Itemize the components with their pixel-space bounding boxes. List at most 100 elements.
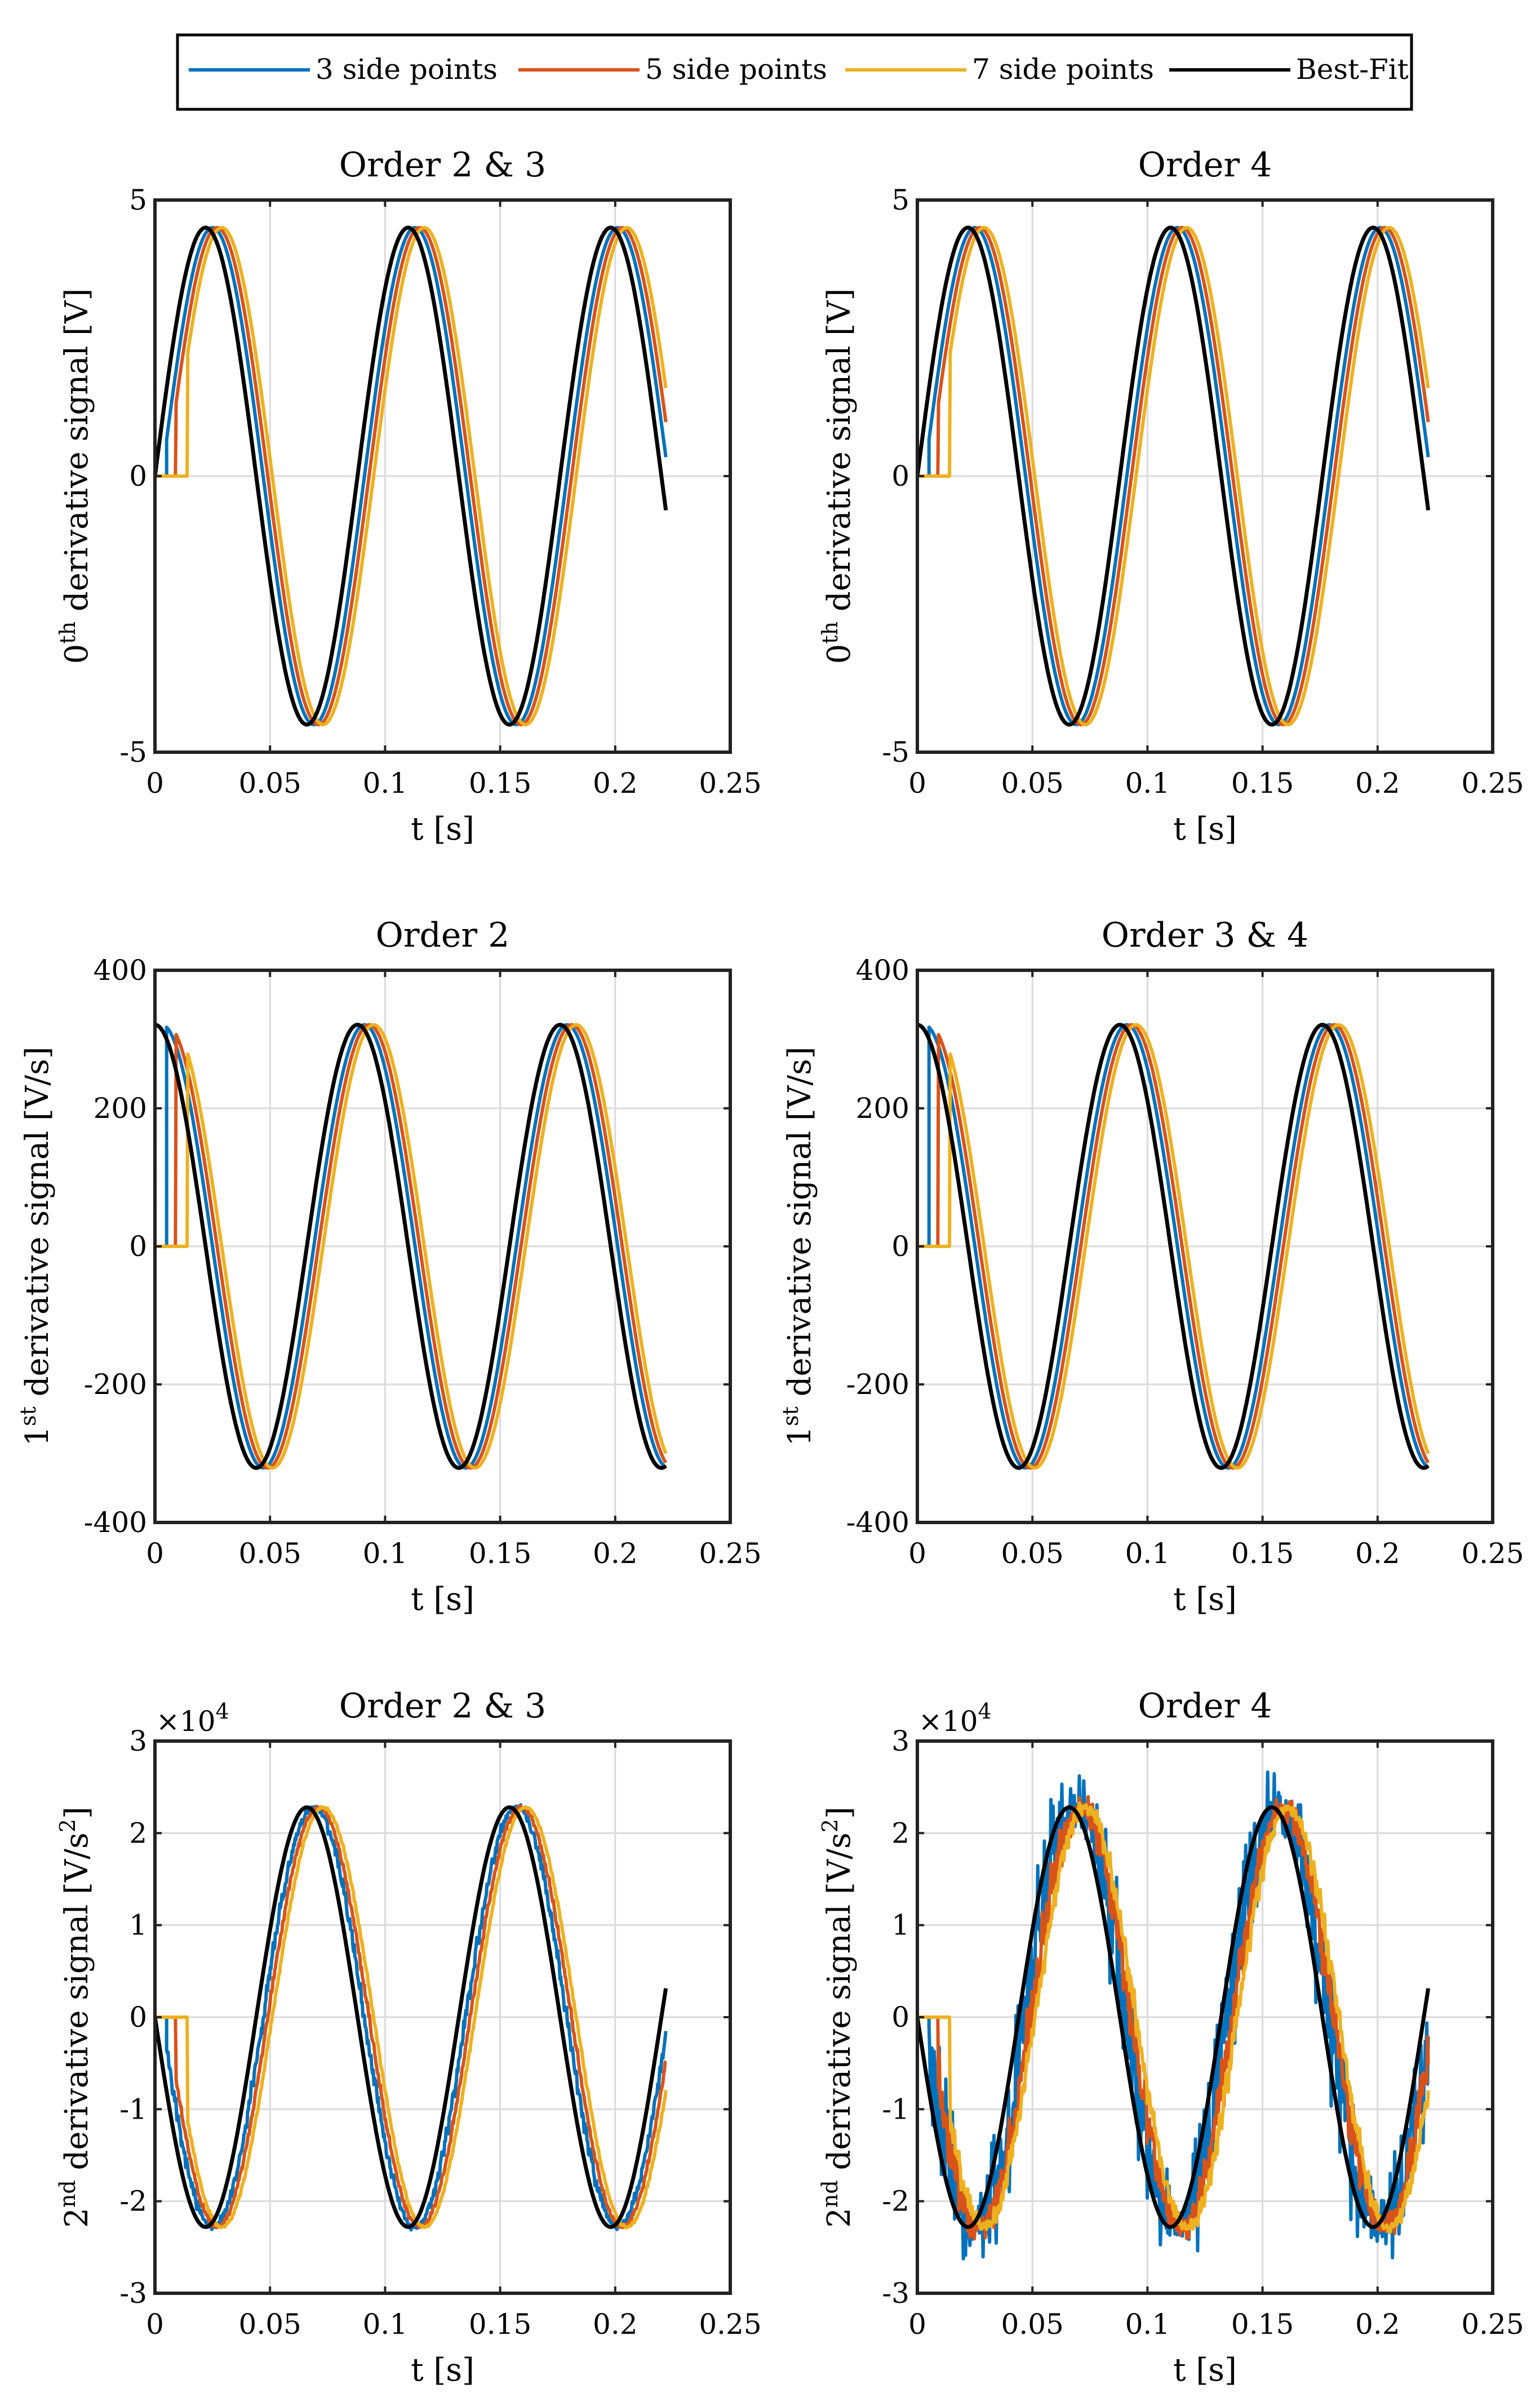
x-tick-label: 0 xyxy=(146,2308,164,2341)
x-tick-label: 0.25 xyxy=(1461,1537,1524,1570)
y-axis-label: 1st derivative signal [V/s] xyxy=(778,1046,818,1446)
series-group xyxy=(917,225,1431,727)
series-line-5-side-points xyxy=(155,1023,668,1470)
series-line-best-fit xyxy=(155,225,668,727)
series-line-7-side-points xyxy=(917,226,1430,726)
legend: 3 side points 5 side points 7 side points B… xyxy=(176,33,1413,111)
y-tick-label: 200 xyxy=(94,1092,147,1125)
y-tick-label: 5 xyxy=(129,184,147,216)
x-tick-label: 0.05 xyxy=(1001,767,1064,800)
x-tick-label: 0.2 xyxy=(1355,767,1400,800)
legend-label: Best-Fit xyxy=(1296,53,1409,86)
y-axis-label: 1st derivative signal [V/s] xyxy=(16,1046,56,1446)
series-line-best-fit xyxy=(917,225,1431,727)
legend-label: 5 side points xyxy=(645,53,827,86)
series-line-5-side-points xyxy=(917,1023,1430,1470)
x-axis-label: t [s] xyxy=(411,2352,474,2388)
y-tick-label: 0 xyxy=(129,460,147,492)
chart-panel: 0 0.05 0.1 0.15 0.2 0.25 -400 -200 0 200 400 Order … xyxy=(778,916,1524,1618)
series-line-5-side-points xyxy=(155,226,668,726)
y-tick-label: -1 xyxy=(882,2093,909,2125)
x-tick-label: 0.05 xyxy=(239,1537,301,1570)
x-tick-label: 0.25 xyxy=(699,2308,761,2341)
y-tick-label: -2 xyxy=(119,2185,147,2218)
x-tick-label: 0 xyxy=(908,1537,926,1570)
x-tick-label: 0.1 xyxy=(363,2308,408,2341)
y-tick-label: 0 xyxy=(129,2001,147,2034)
x-tick-label: 0.15 xyxy=(469,2308,531,2341)
y-tick-label: -3 xyxy=(882,2277,909,2310)
x-tick-label: 0.1 xyxy=(1125,1537,1170,1570)
x-tick-label: 0.25 xyxy=(699,1537,761,1570)
chart-title: Order 2 xyxy=(376,916,510,955)
series-line-7-side-points xyxy=(917,1801,1430,2234)
x-axis-label: t [s] xyxy=(1173,2352,1237,2388)
x-tick-label: 0 xyxy=(908,2308,926,2341)
x-tick-label: 0.1 xyxy=(1125,2308,1170,2341)
x-axis-label: t [s] xyxy=(411,1581,474,1618)
series-line-5-side-points xyxy=(917,226,1430,726)
y-tick-label: 3 xyxy=(129,1725,147,1757)
y-tick-label: 400 xyxy=(856,954,909,987)
y-tick-label: -200 xyxy=(846,1368,909,1401)
series-line-3-side-points xyxy=(917,1023,1430,1470)
x-tick-label: 0.15 xyxy=(1231,767,1294,800)
y-tick-label: 0 xyxy=(891,460,909,492)
y-axis-label: 0th derivative signal [V] xyxy=(55,288,95,664)
y-tick-label: 3 xyxy=(891,1725,909,1757)
chart-title: Order 2 & 3 xyxy=(339,145,546,185)
axis-exponent: ×104 xyxy=(918,1699,992,1738)
x-tick-label: 0.05 xyxy=(1001,2308,1064,2341)
x-tick-label: 0.25 xyxy=(1461,2308,1524,2341)
x-tick-label: 0.1 xyxy=(363,1537,408,1570)
series-line-3-side-points xyxy=(155,226,668,726)
legend-label: 3 side points xyxy=(316,53,498,86)
x-axis-label: t [s] xyxy=(1173,811,1237,847)
y-tick-label: -400 xyxy=(84,1506,147,1539)
y-tick-label: 0 xyxy=(129,1230,147,1263)
y-tick-label: 200 xyxy=(856,1092,909,1125)
x-tick-label: 0 xyxy=(146,767,164,800)
legend-label: 7 side points xyxy=(972,53,1154,86)
x-tick-label: 0.25 xyxy=(699,767,761,800)
series-group xyxy=(917,1770,1431,2261)
series-line-best-fit xyxy=(155,1023,667,1470)
x-axis-label: t [s] xyxy=(411,811,474,847)
chart-panel: 0 0.05 0.1 0.15 0.2 0.25 -3 -2 -1 0 1 2 3 ×104 Order 4… xyxy=(818,1686,1524,2388)
x-tick-label: 0.1 xyxy=(1125,767,1170,800)
x-tick-label: 0.1 xyxy=(363,767,408,800)
x-tick-label: 0.25 xyxy=(1461,767,1524,800)
chart-title: Order 4 xyxy=(1138,1686,1272,1726)
x-tick-label: 0 xyxy=(146,1537,164,1570)
x-tick-label: 0.2 xyxy=(593,767,638,800)
x-tick-label: 0.15 xyxy=(469,1537,531,1570)
x-tick-label: 0.2 xyxy=(593,2308,638,2341)
y-tick-label: -1 xyxy=(119,2093,147,2125)
series-line-5-side-points xyxy=(155,1804,667,2230)
series-group xyxy=(155,1803,668,2232)
x-tick-label: 0.15 xyxy=(1231,1537,1294,1570)
x-tick-label: 0.15 xyxy=(469,767,531,800)
x-tick-label: 0.05 xyxy=(239,767,301,800)
series-line-3-side-points xyxy=(155,1023,667,1470)
series-group xyxy=(155,1023,668,1470)
series-line-7-side-points xyxy=(155,1023,668,1470)
chart-title: Order 4 xyxy=(1138,145,1272,185)
series-line-7-side-points xyxy=(155,1805,668,2230)
series-group xyxy=(917,1023,1430,1470)
x-tick-label: 0.05 xyxy=(1001,1537,1064,1570)
series-line-7-side-points xyxy=(155,226,668,726)
y-tick-label: -2 xyxy=(882,2185,909,2218)
chart-panel: 0 0.05 0.1 0.15 0.2 0.25 -400 -200 0 200 400 Order … xyxy=(16,916,762,1618)
x-tick-label: 0.05 xyxy=(239,2308,301,2341)
y-axis-label: 2nd derivative signal [V/s2] xyxy=(55,1806,95,2228)
y-tick-label: 2 xyxy=(891,1817,909,1849)
y-axis-label: 0th derivative signal [V] xyxy=(818,288,858,664)
x-tick-label: 0.2 xyxy=(1355,2308,1400,2341)
y-tick-label: 2 xyxy=(129,1817,147,1849)
series-line-7-side-points xyxy=(917,1023,1430,1470)
chart-title: Order 2 & 3 xyxy=(339,1686,546,1726)
x-tick-label: 0.2 xyxy=(593,1537,638,1570)
